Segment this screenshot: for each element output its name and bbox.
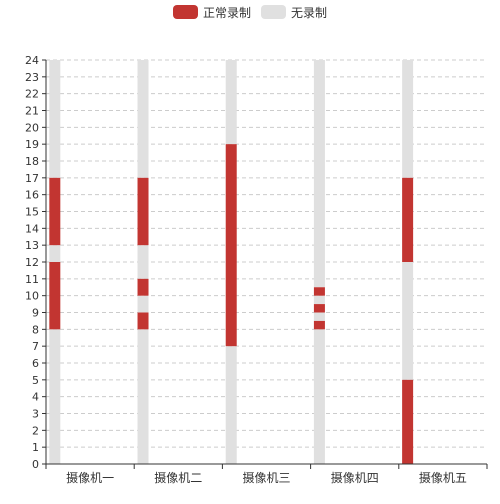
bar-segment-no-recording[interactable] — [313, 60, 325, 288]
bar-segment-normal-recording[interactable] — [402, 379, 414, 464]
legend-label: 正常录制 — [203, 6, 251, 20]
bar-segment-no-recording[interactable] — [225, 60, 237, 145]
axes: 0123456789101112131415161718192021222324… — [25, 54, 488, 485]
y-tick-label: 21 — [25, 105, 39, 118]
legend-swatch — [173, 5, 198, 19]
y-tick-label: 14 — [25, 222, 39, 235]
bar-segment-normal-recording[interactable] — [49, 262, 61, 330]
y-tick-label: 12 — [25, 256, 39, 269]
y-tick-label: 22 — [25, 88, 39, 101]
bar-segment-no-recording[interactable] — [402, 60, 414, 178]
bar-segment-no-recording[interactable] — [313, 329, 325, 464]
bar-segment-no-recording[interactable] — [313, 295, 325, 305]
bar-segment-no-recording[interactable] — [137, 295, 149, 313]
bar-segment-no-recording[interactable] — [402, 262, 414, 380]
y-tick-label: 18 — [25, 155, 39, 168]
bar-segment-no-recording[interactable] — [137, 245, 149, 279]
y-tick-label: 13 — [25, 239, 39, 252]
y-tick-label: 0 — [32, 458, 39, 471]
x-tick-label: 摄像机三 — [242, 470, 290, 485]
bar-segment-normal-recording[interactable] — [137, 278, 149, 296]
y-tick-label: 15 — [25, 206, 39, 219]
bar-segment-normal-recording[interactable] — [49, 177, 61, 246]
y-tick-label: 9 — [32, 307, 39, 320]
bar-segment-normal-recording[interactable] — [137, 312, 149, 330]
y-tick-label: 17 — [25, 172, 39, 185]
grid-lines — [46, 59, 487, 448]
x-tick-label: 摄像机二 — [154, 470, 202, 485]
x-tick-label: 摄像机五 — [419, 470, 467, 485]
bar-segment-no-recording[interactable] — [137, 329, 149, 464]
bar-segment-no-recording[interactable] — [313, 312, 325, 321]
y-tick-label: 5 — [32, 374, 39, 387]
bar-segment-no-recording[interactable] — [49, 60, 61, 178]
x-tick-label: 摄像机四 — [331, 470, 379, 485]
y-tick-label: 16 — [25, 189, 39, 202]
legend-item-no-recording[interactable]: 无录制 — [261, 5, 327, 20]
y-tick-label: 6 — [32, 357, 39, 370]
bar-segment-no-recording[interactable] — [49, 245, 61, 262]
bar-segment-normal-recording[interactable] — [225, 144, 237, 347]
y-tick-label: 24 — [25, 54, 39, 67]
y-tick-label: 23 — [25, 71, 39, 84]
y-tick-label: 19 — [25, 138, 39, 151]
bars[interactable] — [49, 60, 414, 464]
bar-segment-normal-recording[interactable] — [137, 177, 149, 246]
bar-segment-no-recording[interactable] — [49, 329, 61, 464]
y-tick-label: 4 — [32, 391, 39, 404]
y-tick-label: 7 — [32, 340, 39, 353]
legend[interactable]: 正常录制 无录制 — [173, 5, 327, 20]
y-tick-label: 2 — [32, 424, 39, 437]
legend-swatch — [261, 5, 286, 19]
y-tick-label: 11 — [25, 273, 39, 286]
bar-segment-no-recording[interactable] — [137, 60, 149, 178]
bar-segment-normal-recording[interactable] — [313, 304, 325, 313]
legend-label: 无录制 — [291, 6, 327, 20]
y-tick-label: 1 — [32, 441, 39, 454]
y-tick-label: 3 — [32, 408, 39, 421]
x-tick-label: 摄像机一 — [66, 470, 114, 485]
bar-segment-no-recording[interactable] — [225, 346, 237, 464]
bar-segment-normal-recording[interactable] — [313, 287, 325, 296]
legend-item-normal-recording[interactable]: 正常录制 — [173, 5, 251, 20]
bar-segment-normal-recording[interactable] — [402, 177, 414, 262]
y-tick-label: 8 — [32, 323, 39, 336]
y-tick-label: 20 — [25, 121, 39, 134]
bar-segment-normal-recording[interactable] — [313, 320, 325, 330]
y-tick-label: 10 — [25, 290, 39, 303]
